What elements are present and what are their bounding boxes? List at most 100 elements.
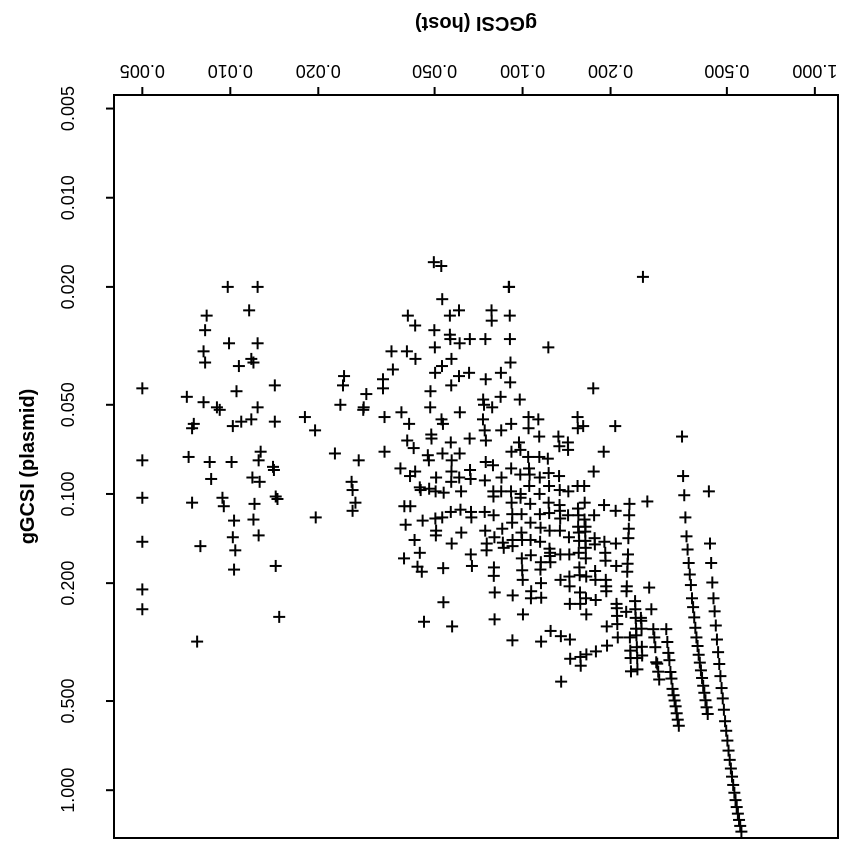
scatter-point <box>254 445 267 458</box>
scatter-point <box>487 490 500 503</box>
scatter-point <box>445 475 458 488</box>
scatter-point <box>416 514 429 527</box>
scatter-point <box>598 535 611 548</box>
scatter-point <box>453 304 466 317</box>
scatter-point <box>228 563 241 576</box>
y-tick-label: 0.200 <box>58 561 78 606</box>
scatter-point <box>554 512 567 525</box>
scatter-point <box>445 537 458 550</box>
scatter-point <box>228 514 241 527</box>
scatter-point <box>597 445 610 458</box>
axes: 0.005 0.010 0.020 0.050 0.100 0.200 0.500 1.000… <box>17 12 839 839</box>
scatter-point <box>563 580 576 593</box>
scatter-point <box>435 259 448 272</box>
scatter-point <box>724 762 737 775</box>
scatter-point <box>401 434 414 447</box>
scatter-point <box>437 596 450 609</box>
scatter-point <box>535 635 548 648</box>
scatter-point <box>465 511 478 524</box>
scatter-point <box>622 522 635 535</box>
scatter-point <box>437 562 450 575</box>
scatter-point <box>269 490 282 503</box>
scatter-point <box>136 491 149 504</box>
scatter-point <box>609 420 622 433</box>
scatter-point <box>136 535 149 548</box>
plot-frame <box>113 94 839 839</box>
scatter-point <box>645 603 658 616</box>
x-axis-title: gGCSI (host) <box>415 12 537 34</box>
scatter-point <box>573 569 586 582</box>
scatter-point <box>338 370 351 383</box>
scatter-point <box>182 450 195 463</box>
scatter-point <box>697 679 710 692</box>
scatter-point <box>728 786 741 799</box>
scatter-point <box>532 413 545 426</box>
scatter-point <box>600 620 613 633</box>
scatter-point <box>523 468 536 481</box>
scatter-point <box>136 382 149 395</box>
scatter-point <box>574 586 587 599</box>
scatter-point <box>578 480 591 493</box>
scatter-point <box>513 393 526 406</box>
scatter-point <box>454 503 467 516</box>
scatter-point <box>267 463 280 476</box>
scatter-point <box>221 280 234 293</box>
scatter-point <box>197 345 210 358</box>
scatter-point <box>719 715 732 728</box>
scatter-point <box>378 445 391 458</box>
scatter-point <box>533 508 546 521</box>
scatter-point <box>409 319 422 332</box>
scatter-point <box>554 630 567 643</box>
scatter-point <box>534 577 547 590</box>
scatter-point <box>722 744 735 757</box>
scatter-point <box>578 513 591 526</box>
scatter-point <box>714 670 727 683</box>
scatter-point <box>677 470 690 483</box>
scatter-point <box>662 646 675 659</box>
scatter-point <box>574 597 587 610</box>
scatter-point <box>577 420 590 433</box>
scatter-point <box>186 496 199 509</box>
scatter-point <box>478 505 491 518</box>
x-tick-label: 0.050 <box>412 61 457 81</box>
scatter-point <box>360 388 373 401</box>
scatter-point <box>235 415 248 428</box>
scatter-point <box>523 480 536 493</box>
scatter-point <box>542 467 555 480</box>
scatter-point <box>199 324 212 337</box>
scatter-point <box>494 366 507 379</box>
scatter-point <box>495 424 508 437</box>
scatter-point <box>720 724 733 737</box>
y-tick-label: 0.010 <box>58 175 78 220</box>
scatter-point <box>649 641 662 654</box>
scatter-point <box>453 370 466 383</box>
scatter-point <box>465 559 478 572</box>
scatter-point <box>443 309 456 322</box>
scatter-point <box>694 664 707 677</box>
scatter-point <box>479 434 492 447</box>
scatter-point <box>516 608 529 621</box>
scatter-point <box>386 363 399 376</box>
scatter-point <box>543 524 556 537</box>
scatter-point <box>429 529 442 542</box>
scatter-point <box>186 422 199 435</box>
scatter-point <box>252 529 265 542</box>
scatter-point <box>515 508 528 521</box>
x-tick-label: 0.010 <box>208 61 253 81</box>
scatter-point <box>716 692 729 705</box>
scatter-point <box>497 541 510 554</box>
scatter-point <box>681 543 694 556</box>
scatter-point <box>692 648 705 661</box>
scatter-point <box>553 470 566 483</box>
scatter-point <box>588 538 601 551</box>
scatter-point <box>496 522 509 535</box>
scatter-point <box>696 671 709 684</box>
scatter-point <box>232 360 245 373</box>
scatter-point <box>623 631 636 644</box>
scatter-point <box>487 569 500 582</box>
scatter-point <box>464 548 477 561</box>
scatter-point <box>600 585 613 598</box>
scatter-point <box>357 403 370 416</box>
scatter-point <box>502 280 515 293</box>
scatter-point <box>503 309 516 322</box>
